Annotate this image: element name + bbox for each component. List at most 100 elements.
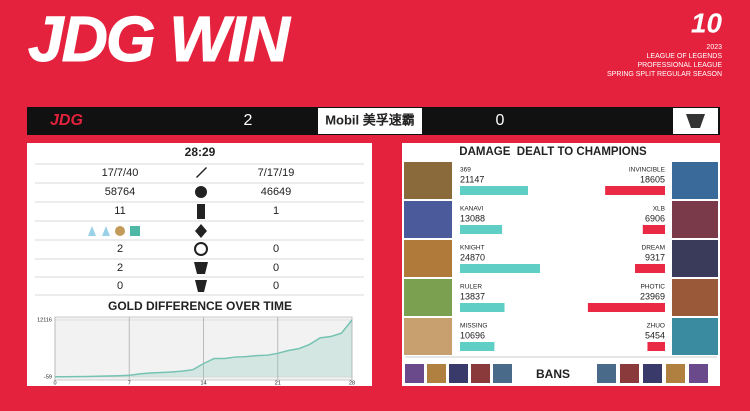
- sponsor: Mobil 美孚速霸: [325, 112, 415, 127]
- score: 2: [244, 112, 253, 129]
- damage-value: 13837: [460, 291, 485, 301]
- ban-icon: [427, 364, 446, 383]
- damage-bar: [605, 186, 665, 195]
- stat-right: 7/17/19: [258, 167, 295, 179]
- x-tick-label: 0: [53, 380, 56, 386]
- player-name: DREAM: [642, 245, 665, 252]
- season-line: LEAGUE OF LEGENDS: [647, 53, 723, 60]
- player-name: PHOTIC: [640, 284, 665, 291]
- damage-bar: [460, 342, 495, 351]
- ban-icon: [643, 364, 662, 383]
- damage-bar: [460, 225, 503, 234]
- damage-value: 6906: [645, 213, 665, 223]
- damage-bar: [642, 225, 665, 234]
- damage-bar: [635, 264, 665, 273]
- damage-value: 13088: [460, 213, 485, 223]
- damage-bar: [460, 303, 505, 312]
- x-tick-label: 14: [200, 380, 206, 386]
- dragon-icon: [195, 224, 207, 238]
- gold-icon: [195, 186, 207, 198]
- ban-icon: [666, 364, 685, 383]
- stat-left: 11: [114, 205, 125, 217]
- damage-panel: [402, 143, 720, 386]
- champion-portrait: [404, 201, 452, 238]
- y-tick-label: -59: [44, 374, 52, 380]
- damage-value: 5454: [645, 330, 665, 340]
- dragon-icon: [102, 226, 110, 236]
- gold-area: [55, 320, 352, 377]
- stat-left: 2: [117, 262, 123, 274]
- season-line: 2023: [706, 44, 722, 51]
- dragon-list: [88, 226, 140, 236]
- title: JDG WIN: [28, 3, 292, 75]
- player-name: INVINCIBLE: [629, 167, 666, 174]
- stat-right: 0: [273, 262, 279, 274]
- gold-line: [55, 319, 353, 378]
- champion-portrait: [672, 279, 718, 316]
- champion-portrait: [672, 318, 718, 355]
- tower-icon: [197, 204, 205, 219]
- champion-portrait: [404, 162, 452, 199]
- damage-value: 10696: [460, 330, 485, 340]
- baron-icon: [194, 262, 208, 274]
- x-tick-label: 28: [349, 380, 355, 386]
- y-tick-label: 12116: [37, 317, 52, 323]
- damage-title: DAMAGE DEALT TO CHAMPIONS: [459, 146, 647, 158]
- ban-icon: [620, 364, 639, 383]
- ban-icon: [689, 364, 708, 383]
- champion-portrait: [404, 318, 452, 355]
- league-logo: 10: [691, 7, 723, 38]
- champion-portrait: [672, 201, 718, 238]
- gold-chart: -59 12116 0 7 14 21 28: [37, 317, 355, 386]
- damage-value: 23969: [640, 291, 665, 301]
- elder-icon: [195, 280, 207, 292]
- damage-value: 21147: [460, 174, 484, 184]
- bans-label: BANS: [536, 367, 570, 381]
- damage-bar: [587, 303, 665, 312]
- ban-icon: [449, 364, 468, 383]
- player-name: 369: [460, 167, 471, 174]
- season-line: SPRING SPLIT REGULAR SEASON: [607, 71, 722, 78]
- stat-right: 0: [273, 280, 279, 292]
- player-name: KNIGHT: [460, 245, 485, 252]
- ban-icon: [597, 364, 616, 383]
- player-name: XLB: [653, 206, 665, 213]
- ban-icon: [405, 364, 424, 383]
- damage-bar: [460, 186, 529, 195]
- player-name: ZHUO: [647, 323, 665, 330]
- stat-left: 17/7/40: [102, 167, 139, 179]
- player-name: RULER: [460, 284, 482, 291]
- champion-portrait: [404, 240, 452, 277]
- bans: [405, 364, 708, 383]
- damage-bar: [460, 264, 540, 273]
- stat-left: 2: [117, 243, 123, 255]
- herald-icon: [194, 242, 208, 256]
- dragon-icon: [130, 226, 140, 236]
- stat-left: 58764: [105, 186, 136, 198]
- stat-right: 1: [273, 205, 279, 217]
- champion-portrait: [672, 240, 718, 277]
- season-info: 2023 LEAGUE OF LEGENDS PROFESSIONAL LEAGUE…: [607, 44, 722, 78]
- dragon-icon: [88, 226, 96, 236]
- ban-icon: [471, 364, 490, 383]
- season-line: PROFESSIONAL LEAGUE: [637, 62, 722, 69]
- x-tick-label: 7: [128, 380, 131, 386]
- champion-portrait: [672, 162, 718, 199]
- champion-portrait: [404, 279, 452, 316]
- damage-value: 9317: [645, 252, 665, 262]
- damage-value: 18605: [640, 174, 665, 184]
- damage-bar: [647, 342, 665, 351]
- kills-icon: [196, 167, 207, 178]
- score: 0: [496, 112, 505, 129]
- stat-right: 0: [273, 243, 279, 255]
- dragon-icon: [115, 226, 125, 236]
- player-name: MISSING: [460, 323, 487, 330]
- x-tick-label: 21: [275, 380, 281, 386]
- stat-icons: [194, 167, 208, 292]
- team-logo-shape: [686, 114, 705, 128]
- team-logo: JDG: [50, 112, 83, 129]
- player-name: KANAVI: [460, 206, 484, 213]
